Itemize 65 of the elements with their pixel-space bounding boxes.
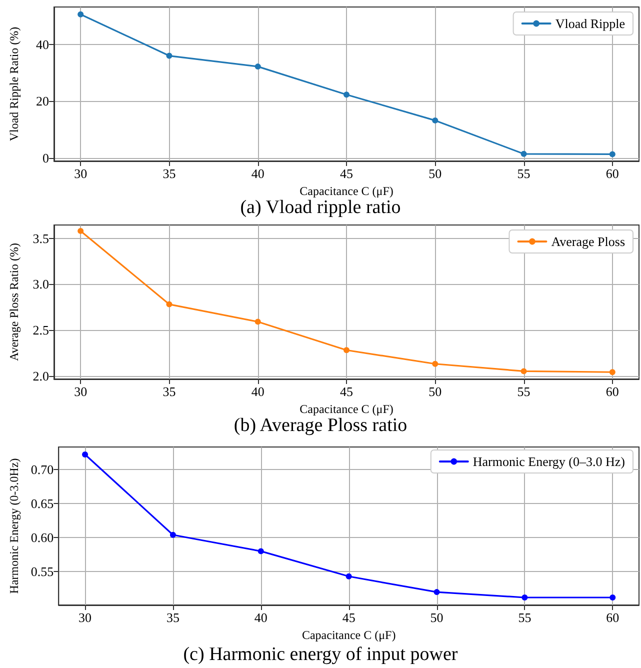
point (609, 369, 616, 376)
y-axis-title: Harmonic Energy (0-3.0Hz) (7, 458, 21, 594)
legend-label: Harmonic Energy (0–3.0 Hz) (472, 454, 626, 469)
x-tick-label: 35 (166, 610, 180, 625)
y-tick-label: 2.0 (32, 368, 49, 384)
y-tick-label: 0.55 (30, 564, 54, 580)
x-tick-label: 50 (428, 384, 442, 399)
y-tick-label: 0.60 (30, 530, 54, 546)
y-tick-label: 3.5 (32, 230, 49, 246)
x-tick-label: 40 (254, 610, 268, 625)
x-tick-label: 55 (518, 610, 532, 625)
y-tick-label: 20 (36, 94, 49, 109)
y-tick-label: 0.65 (30, 496, 54, 512)
point (432, 360, 438, 367)
point (609, 151, 616, 158)
point (610, 594, 616, 601)
x-tick-label: 30 (74, 166, 88, 181)
y-axis-title: Average Ploss Ratio (%) (7, 242, 21, 362)
point (346, 573, 352, 580)
x-axis-title: Capacitance C (μF) (300, 184, 394, 198)
y-tick-label: 0.70 (30, 462, 54, 477)
x-tick-label: 45 (340, 166, 353, 181)
y-axis-title: Vload Ripple Ratio (%) (7, 26, 21, 142)
point (254, 318, 261, 325)
y-tick-label: 0 (42, 150, 49, 166)
point (166, 301, 172, 308)
x-tick-label: 50 (428, 166, 442, 181)
x-tick-label: 50 (430, 610, 444, 625)
x-tick-label: 40 (251, 384, 264, 399)
legend-label: Vload Ripple (555, 16, 626, 31)
x-tick-label: 35 (162, 384, 176, 399)
x-tick-label: 30 (74, 384, 88, 399)
x-tick-label: 35 (162, 166, 176, 181)
point (522, 594, 528, 601)
x-tick-label: 45 (342, 610, 356, 625)
x-axis-title: Capacitance C (μF) (300, 402, 394, 416)
point (78, 11, 84, 18)
point (82, 451, 88, 458)
point (344, 347, 350, 354)
x-tick-label: 30 (78, 610, 92, 625)
text: (b) Average Ploss ratio (234, 415, 408, 436)
x-tick-label: 60 (606, 384, 619, 399)
y-tick-label: 2.5 (32, 322, 49, 338)
point (344, 92, 350, 98)
y-tick-label: 3.0 (32, 276, 49, 292)
y-tick-label: 40 (36, 36, 49, 52)
point (434, 589, 440, 596)
point (78, 228, 84, 234)
point (432, 117, 438, 124)
point (166, 52, 172, 59)
text: (c) Harmonic energy of input power (183, 644, 458, 665)
point (258, 548, 264, 554)
x-tick-label: 45 (340, 384, 353, 399)
x-tick-label: 60 (606, 166, 619, 181)
x-axis-title: Capacitance C (μF) (302, 628, 396, 642)
point (520, 150, 527, 157)
x-tick-label: 40 (251, 166, 264, 181)
legend-label: Average Ploss (551, 234, 626, 249)
text: (a) Vload ripple ratio (240, 197, 401, 218)
point (170, 532, 176, 538)
x-tick-label: 55 (517, 166, 530, 181)
point (254, 64, 261, 70)
point (520, 368, 527, 374)
x-tick-label: 60 (606, 610, 620, 625)
x-tick-label: 55 (517, 384, 530, 399)
